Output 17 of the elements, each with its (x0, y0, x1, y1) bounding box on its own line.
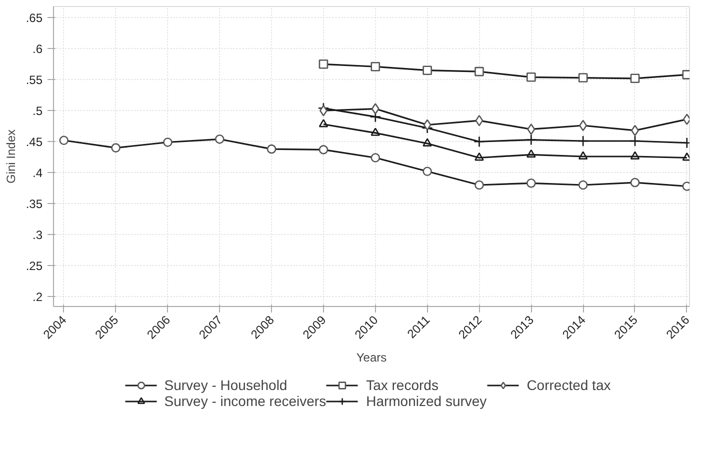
y-axis-title: Gini Index (4, 129, 18, 184)
y-tick-label: .65 (26, 11, 43, 26)
y-tick-label: .55 (26, 73, 43, 88)
legend-label: Harmonized survey (366, 393, 487, 409)
legend-label: Survey - Household (164, 377, 288, 393)
y-tick-label: .5 (32, 104, 43, 118)
y-tick-label: .45 (26, 135, 43, 150)
y-tick-label: .25 (26, 259, 43, 274)
x-axis-title: Years (356, 350, 387, 365)
legend-label: Survey - income receivers (164, 393, 326, 409)
legend-label: Tax records (366, 377, 438, 393)
y-tick-label: .35 (26, 197, 43, 212)
y-tick-label: .2 (32, 290, 43, 304)
legend-label: Corrected tax (526, 377, 611, 393)
y-tick-label: .3 (32, 228, 43, 242)
y-tick-label: .4 (32, 166, 43, 180)
y-tick-label: .6 (32, 42, 43, 56)
